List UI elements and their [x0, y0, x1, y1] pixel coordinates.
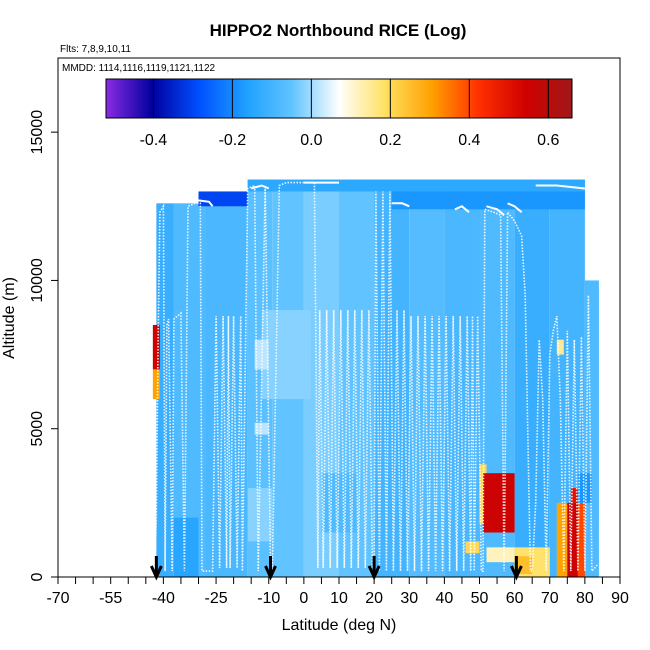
flight-track-segment: [391, 202, 410, 208]
colorbar: -0.4 -0.2 0.0 0.2 0.4 0.6: [105, 78, 573, 149]
heatmap-cell: [152, 324, 160, 370]
x-tick-label: -10: [257, 590, 280, 607]
y-tick-label: 15000: [29, 110, 46, 155]
heatmap-cell: [173, 517, 199, 577]
arrow-head: [264, 565, 277, 581]
heatmap-cell: [152, 369, 160, 400]
heatmap-cell: [567, 502, 578, 577]
flight-track-segment: [507, 202, 523, 213]
arrow-markers: [149, 556, 523, 581]
heatmap-cell: [556, 339, 564, 355]
heatmap-cell: [254, 339, 269, 370]
x-tick-label: 70: [541, 590, 559, 607]
flight-track-segment: [250, 184, 270, 190]
colorbar-tick-label: 0.6: [537, 132, 559, 149]
x-axis-title: Latitude (deg N): [282, 617, 397, 634]
heatmap-cell: [254, 422, 269, 435]
x-tick-label: -40: [152, 590, 175, 607]
flight-track: [153, 181, 598, 576]
x-tick-label: 20: [365, 590, 383, 607]
heatmap-cell: [577, 502, 585, 577]
heatmap-cell: [156, 203, 174, 577]
dates-note: MMDD: 1114,1116,1119,1121,1122: [62, 63, 216, 74]
x-tick-label: 10: [330, 590, 348, 607]
flight-track-segment: [535, 184, 586, 190]
flight-track-layer: [153, 181, 598, 576]
flights-note: Flts: 7,8,9,10,11: [60, 44, 131, 55]
x-tick-label: 90: [611, 590, 629, 607]
heatmap-cell: [570, 488, 578, 503]
x-tick-label: -25: [205, 590, 228, 607]
x-tick-label: -70: [46, 590, 69, 607]
colorbar-tick-label: 0.4: [458, 132, 480, 149]
colorbar-tick-label: 0.0: [300, 132, 322, 149]
heatmap-cell: [514, 179, 550, 577]
x-tick-label: 80: [576, 590, 594, 607]
x-tick-label: 0: [299, 590, 308, 607]
x-tick-label: 50: [471, 590, 489, 607]
heatmap-cell: [465, 541, 480, 554]
y-tick-label: 0: [29, 572, 46, 581]
heatmap-cell: [577, 473, 592, 503]
heatmap-cell: [374, 179, 410, 577]
heatmap-cell: [247, 179, 585, 192]
flight-track-segment: [454, 205, 470, 213]
arrow-head: [149, 565, 163, 581]
heatmap-cell: [486, 547, 515, 563]
y-tick-label: 10000: [29, 258, 46, 303]
heatmap-layer: [152, 179, 599, 577]
x-tick-label: -55: [99, 590, 122, 607]
arrow-head: [367, 565, 381, 581]
colorbar-tick-label: 0.2: [379, 132, 401, 149]
y-tick-label: 5000: [29, 411, 46, 447]
y-axis-title: Altitude (m): [1, 277, 18, 359]
heatmap-cell: [261, 310, 311, 400]
heatmap-cell: [391, 191, 585, 210]
axes: -70 -55 -40 -25 -10 0 10 20 30 40 50 60 70 80 90 0 5000 1…: [29, 110, 629, 607]
x-tick-label: 40: [435, 590, 453, 607]
x-tick-label: 30: [400, 590, 418, 607]
flight-track-segment: [198, 199, 214, 207]
arrow-head: [510, 565, 523, 581]
heatmap-cell: [483, 473, 515, 533]
chart-title: HIPPO2 Northbound RICE (Log): [210, 21, 467, 40]
flight-track-segment: [486, 205, 505, 216]
heatmap-cell: [173, 203, 206, 577]
x-tick-label: 60: [506, 590, 524, 607]
heatmap-cell: [198, 191, 248, 207]
colorbar-tick-label: -0.2: [219, 132, 247, 149]
heatmap-cell: [556, 502, 568, 577]
colorbar-bar: [105, 78, 573, 119]
colorbar-tick-label: -0.4: [140, 132, 168, 149]
